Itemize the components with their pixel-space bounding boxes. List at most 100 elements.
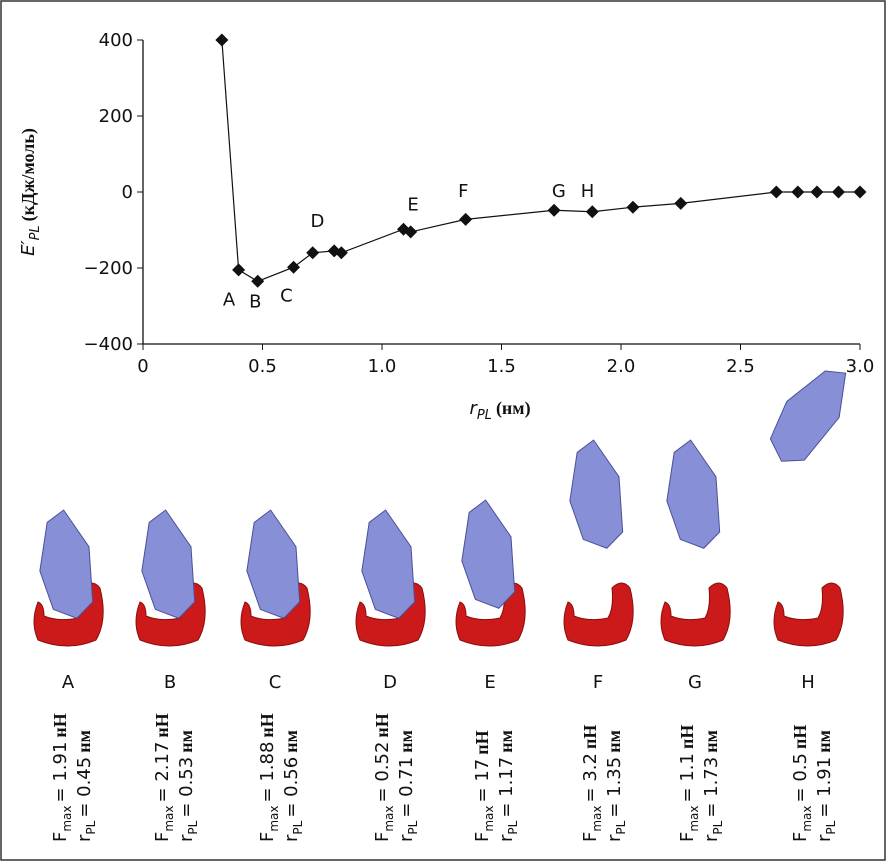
y-tick-label: 400 — [99, 30, 133, 51]
data-point — [232, 263, 246, 277]
distance-value: = 1.91 — [814, 757, 835, 818]
distance-label: rPL = 1.73 нм — [701, 730, 725, 842]
data-point — [404, 225, 418, 239]
force-value: = 1.91 — [50, 742, 71, 803]
x-label-symbol: r — [469, 398, 478, 419]
molecule-image — [563, 439, 634, 647]
force-unit: пН — [580, 725, 600, 749]
distance-unit: нм — [814, 730, 834, 753]
y-tick-label: −400 — [84, 334, 133, 355]
force-subscript: max — [482, 805, 496, 831]
distance-unit: нм — [176, 730, 196, 753]
force-label: Fmax = 1.88 нН — [257, 713, 281, 842]
molecule-image — [660, 439, 731, 647]
ligand — [461, 499, 516, 609]
data-point — [334, 246, 348, 260]
molecule-image — [455, 499, 526, 647]
distance-label: rPL = 0.71 нм — [396, 730, 420, 842]
distance-unit: нм — [396, 730, 416, 753]
molecule-image — [240, 509, 311, 647]
point-annotation: G — [552, 181, 566, 202]
molecule-image — [33, 509, 104, 647]
distance-value: = 0.71 — [396, 757, 417, 818]
point-annotation: H — [581, 181, 595, 202]
force-unit: нН — [372, 713, 392, 737]
force-subscript: max — [590, 805, 604, 831]
distance-subscript: PL — [824, 820, 838, 834]
x-label-subscript: PL — [477, 408, 492, 423]
force-value: = 1.1 — [677, 753, 698, 802]
point-annotation: B — [249, 291, 261, 312]
distance-unit: нм — [281, 730, 301, 753]
force-label: Fmax = 3.2 пН — [580, 725, 604, 842]
distance-symbol: r — [396, 834, 417, 842]
data-point — [459, 212, 473, 226]
force-symbol: F — [257, 832, 278, 842]
data-point — [674, 196, 688, 210]
data-point — [585, 205, 599, 219]
panel-label: F — [593, 672, 603, 693]
panel-label: E — [484, 672, 495, 693]
receptor — [563, 582, 634, 647]
molecule-image — [355, 509, 426, 647]
panel-label: B — [164, 672, 176, 693]
force-symbol: F — [372, 832, 393, 842]
distance-value: = 1.17 — [496, 757, 517, 818]
panel-label: G — [688, 672, 702, 693]
force-symbol: F — [580, 832, 601, 842]
panel-label: D — [383, 672, 397, 693]
x-axis-label: rPL (нм) — [469, 398, 530, 423]
data-point — [769, 185, 783, 199]
force-unit: пН — [790, 725, 810, 749]
x-tick-label: 3.0 — [846, 356, 875, 377]
point-annotation: A — [223, 289, 236, 310]
force-subscript: max — [162, 805, 176, 831]
force-label: Fmax = 1.91 нН — [50, 713, 74, 842]
x-label-unit: (нм) — [496, 398, 531, 419]
force-unit: нН — [152, 713, 172, 737]
distance-symbol: r — [701, 834, 722, 842]
data-point — [306, 246, 320, 260]
x-tick-label: 1.5 — [487, 356, 516, 377]
distance-subscript: PL — [406, 820, 420, 834]
distance-subscript: PL — [84, 820, 98, 834]
distance-value: = 0.53 — [176, 757, 197, 818]
y-tick-label: 200 — [99, 106, 133, 127]
distance-symbol: r — [281, 834, 302, 842]
force-value: = 3.2 — [580, 753, 601, 802]
data-point — [810, 185, 824, 199]
ligand — [569, 439, 624, 549]
distance-value: = 1.73 — [701, 757, 722, 818]
distance-label: rPL = 1.35 нм — [604, 730, 628, 842]
distance-label: rPL = 0.56 нм — [281, 730, 305, 842]
distance-unit: нм — [701, 730, 721, 753]
distance-unit: нм — [604, 730, 624, 753]
force-symbol: F — [472, 832, 493, 842]
data-point — [831, 185, 845, 199]
force-subscript: max — [267, 805, 281, 831]
ligand — [361, 509, 416, 619]
y-label-symbol: E′ — [18, 240, 39, 255]
force-unit: нН — [50, 713, 70, 737]
data-point — [251, 274, 265, 288]
force-symbol: F — [677, 832, 698, 842]
data-point — [287, 260, 301, 274]
y-axis-label: E′PL (кДж/моль) — [18, 128, 43, 256]
distance-unit: нм — [496, 730, 516, 753]
distance-symbol: r — [496, 834, 517, 842]
ligand — [141, 509, 196, 619]
point-annotation: C — [280, 286, 293, 307]
distance-unit: нм — [74, 730, 94, 753]
force-value: = 17 — [472, 759, 493, 803]
distance-symbol: r — [74, 834, 95, 842]
force-subscript: max — [60, 805, 74, 831]
force-symbol: F — [152, 832, 173, 842]
distance-value: = 0.45 — [74, 757, 95, 818]
force-value: = 0.52 — [372, 742, 393, 803]
force-label: Fmax = 0.52 нН — [372, 713, 396, 842]
distance-label: rPL = 1.17 нм — [496, 730, 520, 842]
force-subscript: max — [687, 805, 701, 831]
distance-value: = 1.35 — [604, 757, 625, 818]
y-tick-label: 0 — [122, 182, 133, 203]
